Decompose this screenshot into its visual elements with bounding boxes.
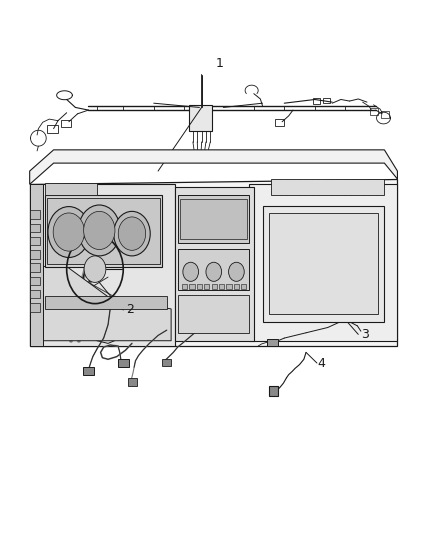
Polygon shape [30,150,397,184]
Polygon shape [30,184,176,346]
Bar [45,183,97,195]
Circle shape [183,262,198,281]
Bar [61,120,71,126]
Bar [271,179,385,195]
Circle shape [206,262,222,281]
Bar [267,338,278,346]
Bar [180,199,247,239]
Circle shape [118,217,146,251]
Polygon shape [176,187,254,341]
Bar [241,284,247,289]
Bar [30,250,40,259]
Bar [162,359,171,366]
Bar [322,98,329,103]
Polygon shape [45,195,162,266]
Polygon shape [30,184,43,346]
Bar [313,98,321,104]
Bar [83,367,94,375]
Bar [275,119,284,126]
Bar [127,378,137,386]
Bar [219,284,224,289]
Circle shape [114,212,150,256]
Text: 4: 4 [318,357,325,369]
Polygon shape [43,266,171,341]
Bar [118,359,129,367]
Bar [212,284,217,289]
Bar [45,296,167,309]
Polygon shape [30,179,397,346]
Bar [186,150,212,156]
Bar [381,111,389,117]
Bar [178,295,250,333]
Bar [30,290,40,298]
Bar [30,211,40,219]
Bar [204,284,209,289]
Circle shape [84,256,106,282]
Bar [188,105,212,131]
Bar [30,223,40,232]
Circle shape [78,205,120,256]
Bar [226,284,232,289]
Bar [30,237,40,245]
Bar [178,195,250,243]
Bar [371,109,378,115]
Bar [30,277,40,285]
Circle shape [48,207,90,257]
Bar [262,206,385,322]
Bar [30,303,40,312]
Circle shape [53,213,85,251]
Text: 1: 1 [216,58,224,70]
Bar [30,263,40,272]
Bar [189,284,194,289]
Text: 3: 3 [361,328,369,341]
Bar [178,249,250,290]
Bar [47,198,160,264]
Bar [269,214,378,314]
Bar [197,284,202,289]
Bar [47,125,58,133]
Circle shape [229,262,244,281]
Bar [269,386,278,396]
Text: 2: 2 [126,303,134,317]
Polygon shape [250,184,397,341]
Bar [234,284,239,289]
Circle shape [84,212,115,249]
Bar [182,284,187,289]
